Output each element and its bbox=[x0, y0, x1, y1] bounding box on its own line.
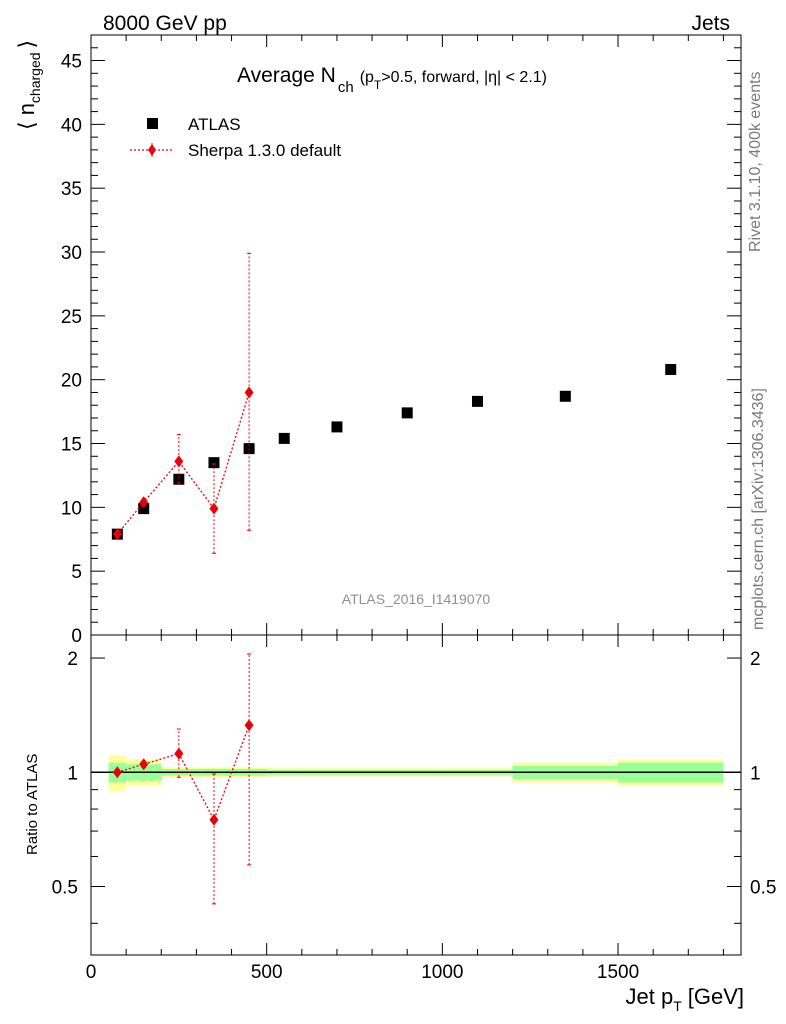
sherpa-ratio-point bbox=[112, 766, 122, 779]
sherpa-point bbox=[139, 496, 149, 509]
header-right: Jets bbox=[691, 12, 730, 35]
legend-label-atlas: ATLAS bbox=[188, 115, 241, 134]
ratio-tick-label-left: 0.5 bbox=[52, 878, 78, 899]
watermark: ATLAS_2016_I1419070 bbox=[342, 591, 491, 607]
atlas-point bbox=[138, 503, 150, 515]
legend-label-sherpa: Sherpa 1.3.0 default bbox=[188, 141, 341, 160]
x-tick-label: 500 bbox=[251, 962, 283, 983]
header-left: 8000 GeV pp bbox=[103, 12, 227, 35]
x-axis-label-main: Jet p bbox=[625, 984, 673, 1009]
ratio-tick-label-right: 2 bbox=[750, 649, 761, 670]
y-tick-label: 25 bbox=[61, 307, 82, 328]
plot-title-cond-sub: T bbox=[374, 78, 382, 92]
side-text-bottom: mcplots.cern.ch [arXiv:1306.3436] bbox=[750, 388, 767, 630]
atlas-point bbox=[173, 473, 185, 485]
y-axis-label-close: ⟩ bbox=[14, 40, 39, 49]
y-tick-label: 10 bbox=[61, 498, 82, 519]
ratio-tick-label-right: 0.5 bbox=[750, 878, 776, 899]
y-tick-label: 35 bbox=[61, 179, 82, 200]
sherpa-point bbox=[209, 502, 219, 515]
legend-marker-atlas bbox=[147, 118, 158, 129]
sherpa-line bbox=[116, 392, 250, 535]
y-axis-label-main: ⟨ n bbox=[14, 103, 39, 130]
sherpa-ratio-point bbox=[139, 758, 149, 771]
plot-title-sub: ch bbox=[338, 79, 354, 96]
atlas-point bbox=[665, 363, 677, 375]
ratio-panel: 0 500 1000 1500 0.5 0.5 1 1 2 2 bbox=[52, 634, 776, 983]
sherpa-point bbox=[112, 528, 122, 541]
plot-title-cond-open: (p bbox=[360, 69, 374, 86]
y-axis-label-sub: charged bbox=[27, 52, 43, 103]
y-tick-label: 30 bbox=[61, 243, 82, 264]
plot-title-main: Average N bbox=[237, 64, 336, 87]
y-tick-label: 40 bbox=[61, 115, 82, 136]
legend-marker-sherpa bbox=[148, 144, 156, 156]
y-tick-label: 20 bbox=[61, 371, 82, 392]
atlas-point bbox=[278, 432, 290, 444]
plot-title-cond-rest: >0.5, forward, |η| < 2.1) bbox=[381, 69, 547, 86]
x-tick-label: 0 bbox=[86, 962, 97, 983]
ratio-axis-label: Ratio to ATLAS bbox=[24, 754, 41, 855]
y-tick-label: 0 bbox=[71, 626, 82, 647]
ratio-tick-label-left: 1 bbox=[67, 763, 78, 784]
plot-title: Average Nch (pT>0.5, forward, |η| < 2.1) bbox=[237, 64, 547, 96]
ratio-tick-label-right: 1 bbox=[750, 763, 761, 784]
sherpa-ratio-point bbox=[209, 813, 219, 826]
main-panel: 0 5 10 15 20 25 30 35 40 45 bbox=[61, 34, 742, 647]
legend: ATLAS Sherpa 1.3.0 default bbox=[130, 115, 341, 160]
x-tick-label: 1500 bbox=[597, 962, 639, 983]
atlas-point bbox=[331, 421, 343, 433]
y-axis-label: ⟨ ncharged ⟩ bbox=[14, 40, 43, 130]
x-axis-label: Jet pT [GeV] bbox=[625, 984, 744, 1014]
ratio-tick-label-left: 2 bbox=[67, 649, 78, 670]
y-tick-label: 45 bbox=[61, 52, 82, 73]
sherpa-ratio-point bbox=[244, 719, 254, 732]
y-tick-label: 15 bbox=[61, 435, 82, 456]
atlas-point bbox=[559, 390, 571, 402]
atlas-point bbox=[471, 395, 483, 407]
x-tick-label: 1000 bbox=[421, 962, 463, 983]
x-axis-label-sub: T bbox=[673, 998, 682, 1014]
x-axis-label-unit: [GeV] bbox=[688, 984, 744, 1009]
atlas-point bbox=[401, 407, 413, 419]
sherpa-point bbox=[174, 455, 184, 468]
y-tick-label: 5 bbox=[71, 562, 82, 583]
atlas-point bbox=[208, 457, 220, 469]
sherpa-ratio-point bbox=[174, 747, 184, 760]
sherpa-point bbox=[244, 386, 254, 399]
ratio-frame bbox=[90, 634, 742, 956]
side-text-top: Rivet 3.1.10, 400k events bbox=[747, 71, 764, 252]
